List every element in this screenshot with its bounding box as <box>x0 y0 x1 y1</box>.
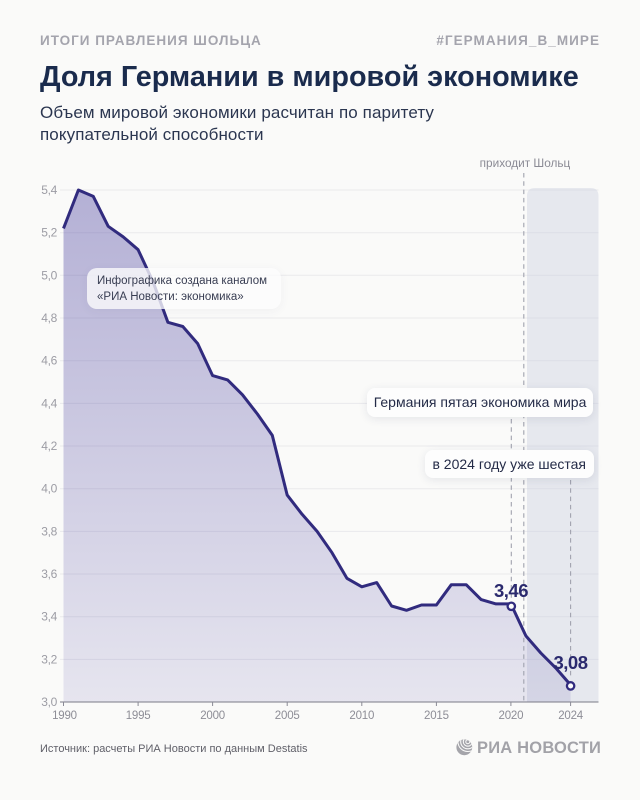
svg-text:2010: 2010 <box>349 710 374 722</box>
svg-text:2000: 2000 <box>200 710 225 722</box>
svg-text:3,46: 3,46 <box>494 580 528 601</box>
svg-text:3,0: 3,0 <box>41 695 57 709</box>
svg-text:2024: 2024 <box>558 710 584 722</box>
svg-text:1990: 1990 <box>52 710 77 722</box>
svg-text:2020: 2020 <box>499 710 524 722</box>
svg-text:4,0: 4,0 <box>41 482 57 496</box>
svg-text:4,4: 4,4 <box>41 396 57 410</box>
svg-text:5,4: 5,4 <box>41 183 57 197</box>
svg-text:4,2: 4,2 <box>41 439 57 453</box>
svg-text:3,6: 3,6 <box>41 567 57 581</box>
svg-text:3,4: 3,4 <box>41 610 57 624</box>
svg-text:5,0: 5,0 <box>41 268 57 282</box>
svg-text:5,2: 5,2 <box>41 226 57 240</box>
svg-text:3,8: 3,8 <box>41 524 57 538</box>
svg-text:2015: 2015 <box>424 710 449 722</box>
svg-text:2005: 2005 <box>275 710 300 722</box>
svg-text:3,2: 3,2 <box>41 652 57 666</box>
svg-text:1995: 1995 <box>126 710 151 722</box>
svg-text:4,6: 4,6 <box>41 354 57 368</box>
svg-text:3,08: 3,08 <box>553 652 587 673</box>
svg-text:4,8: 4,8 <box>41 311 57 325</box>
